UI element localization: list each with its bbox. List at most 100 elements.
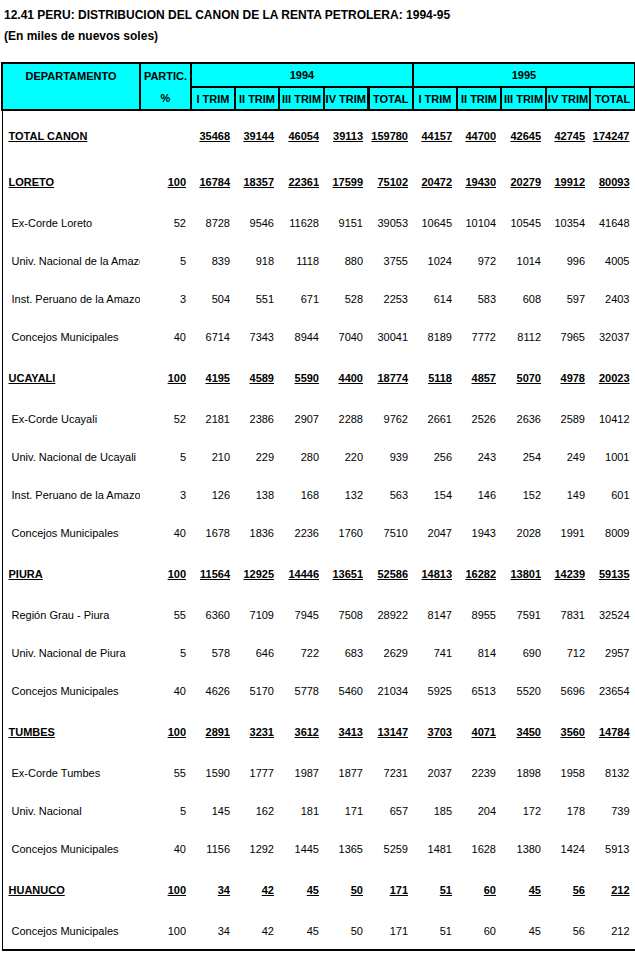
row-label: Inst. Peruano de la Amazon <box>2 476 140 514</box>
value-cell: 159780 <box>368 110 413 160</box>
value-cell: 2907 <box>279 400 324 438</box>
table-row: Concejos Municipales40115612921445136552… <box>2 830 635 868</box>
value-cell: 4857 <box>457 356 501 400</box>
value-cell: 583 <box>457 280 501 318</box>
value-cell: 9762 <box>368 400 413 438</box>
row-label: Concejos Municipales <box>2 672 140 710</box>
table-row: Concejos Municipales40462651705778546021… <box>2 672 635 710</box>
table-row: Ex-Corde Tumbes5515901777198718777231203… <box>2 754 635 792</box>
partic-cell: 100 <box>140 868 191 912</box>
value-cell: 56 <box>546 868 590 912</box>
value-cell: 7945 <box>279 596 324 634</box>
partic-cell: 5 <box>140 242 191 280</box>
value-cell: 1118 <box>279 242 324 280</box>
value-cell: 578 <box>191 634 235 672</box>
col-header-departamento: DEPARTAMENTO <box>2 63 140 110</box>
value-cell: 41648 <box>590 204 635 242</box>
value-cell: 12925 <box>235 552 279 596</box>
value-cell: 13651 <box>324 552 368 596</box>
value-cell: 690 <box>501 634 546 672</box>
value-cell: 45 <box>279 912 324 950</box>
value-cell: 171 <box>324 792 368 830</box>
value-cell: 10104 <box>457 204 501 242</box>
value-cell: 10412 <box>590 400 635 438</box>
value-cell: 880 <box>324 242 368 280</box>
value-cell: 601 <box>590 476 635 514</box>
value-cell: 5520 <box>501 672 546 710</box>
value-cell: 1678 <box>191 514 235 552</box>
value-cell: 739 <box>590 792 635 830</box>
value-cell: 1958 <box>546 754 590 792</box>
value-cell: 75102 <box>368 160 413 204</box>
value-cell: 44157 <box>413 110 457 160</box>
value-cell: 3231 <box>235 710 279 754</box>
value-cell: 5118 <box>413 356 457 400</box>
value-cell: 2028 <box>501 514 546 552</box>
value-cell: 32037 <box>590 318 635 356</box>
partic-cell: 5 <box>140 438 191 476</box>
value-cell: 172 <box>501 792 546 830</box>
page-subtitle: (En miles de nuevos soles) <box>0 22 635 43</box>
value-cell: 528 <box>324 280 368 318</box>
value-cell: 171 <box>368 868 413 912</box>
table-row: TUMBES1002891323136123413131473703407134… <box>2 710 635 754</box>
value-cell: 34 <box>191 912 235 950</box>
value-cell: 32524 <box>590 596 635 634</box>
value-cell: 2661 <box>413 400 457 438</box>
partic-cell: 3 <box>140 280 191 318</box>
value-cell: 14239 <box>546 552 590 596</box>
value-cell: 1628 <box>457 830 501 868</box>
value-cell: 2403 <box>590 280 635 318</box>
value-cell: 741 <box>413 634 457 672</box>
value-cell: 80093 <box>590 160 635 204</box>
partic-cell: 100 <box>140 160 191 204</box>
year-group-1995: 1995 <box>413 63 635 87</box>
table-body: TOTAL CANON35468391444605439113159780441… <box>2 110 635 950</box>
page-title: 12.41 PERU: DISTRIBUCION DEL CANON DE LA… <box>0 0 635 22</box>
partic-cell <box>140 110 191 160</box>
value-cell: 13147 <box>368 710 413 754</box>
row-label: Ex-Corde Tumbes <box>2 754 140 792</box>
partic-cell: 100 <box>140 912 191 950</box>
value-cell: 1424 <box>546 830 590 868</box>
value-cell: 608 <box>501 280 546 318</box>
row-label: Concejos Municipales <box>2 912 140 950</box>
value-cell: 2386 <box>235 400 279 438</box>
col-header-1995-q2: II TRIM <box>457 87 501 110</box>
value-cell: 671 <box>279 280 324 318</box>
col-header-1994-q3: III TRIM <box>279 87 324 110</box>
value-cell: 2239 <box>457 754 501 792</box>
value-cell: 178 <box>546 792 590 830</box>
value-cell: 2181 <box>191 400 235 438</box>
value-cell: 7965 <box>546 318 590 356</box>
col-header-1994-q2: II TRIM <box>235 87 279 110</box>
value-cell: 204 <box>457 792 501 830</box>
row-label: Univ. Nacional de Ucayali <box>2 438 140 476</box>
value-cell: 597 <box>546 280 590 318</box>
value-cell: 59135 <box>590 552 635 596</box>
row-label: HUANUCO <box>2 868 140 912</box>
value-cell: 42745 <box>546 110 590 160</box>
table-row: Concejos Municipales10034424550171516045… <box>2 912 635 950</box>
table-row: Ex-Corde Loreto5287289546116289151390531… <box>2 204 635 242</box>
value-cell: 563 <box>368 476 413 514</box>
value-cell: 10645 <box>413 204 457 242</box>
value-cell: 712 <box>546 634 590 672</box>
value-cell: 39053 <box>368 204 413 242</box>
value-cell: 7343 <box>235 318 279 356</box>
value-cell: 9151 <box>324 204 368 242</box>
value-cell: 5913 <box>590 830 635 868</box>
value-cell: 45 <box>279 868 324 912</box>
row-label: UCAYALI <box>2 356 140 400</box>
value-cell: 6714 <box>191 318 235 356</box>
value-cell: 149 <box>546 476 590 514</box>
value-cell: 17599 <box>324 160 368 204</box>
value-cell: 1445 <box>279 830 324 868</box>
value-cell: 171 <box>368 912 413 950</box>
document-page: 12.41 PERU: DISTRIBUCION DEL CANON DE LA… <box>0 0 635 954</box>
value-cell: 6513 <box>457 672 501 710</box>
value-cell: 6360 <box>191 596 235 634</box>
value-cell: 13801 <box>501 552 546 596</box>
row-label: TOTAL CANON <box>2 110 140 160</box>
value-cell: 22361 <box>279 160 324 204</box>
